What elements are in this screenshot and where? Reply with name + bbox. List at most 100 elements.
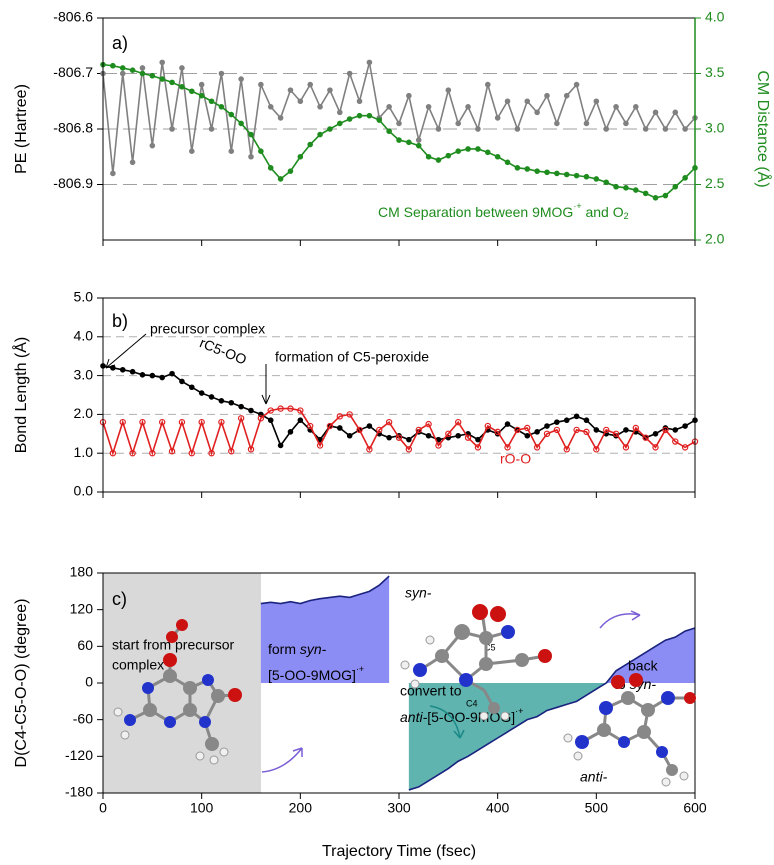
- y-tick-label: 3.0: [74, 366, 94, 382]
- data-point: [456, 149, 460, 153]
- data-point: [249, 408, 253, 412]
- data-point: [121, 66, 125, 70]
- data-point: [269, 418, 273, 422]
- data-point: [338, 110, 342, 114]
- panel-label: a): [112, 33, 128, 53]
- y-tick-label: 4.0: [74, 328, 94, 344]
- data-point: [555, 420, 559, 424]
- data-point: [209, 99, 213, 103]
- x-tick-label: 200: [289, 800, 313, 816]
- data-point: [130, 160, 134, 164]
- x-tick-label: 300: [387, 800, 411, 816]
- data-point: [584, 418, 588, 422]
- molecule-anti: [582, 698, 690, 770]
- data-point: [565, 94, 569, 98]
- data-point: [456, 121, 460, 125]
- data-point: [387, 105, 391, 109]
- data-point: [643, 191, 647, 195]
- y-tick-label: -806.8: [53, 120, 93, 136]
- annotation-text: and O: [582, 204, 624, 220]
- data-point: [545, 170, 549, 174]
- data-point: [219, 71, 223, 75]
- data-point: [515, 127, 519, 131]
- data-point: [180, 85, 184, 89]
- data-point: [594, 177, 598, 181]
- x-axis-title: Trajectory Time (fsec): [322, 843, 476, 860]
- data-point: [417, 143, 421, 147]
- data-point: [269, 105, 273, 109]
- annotation: convert to: [400, 683, 462, 699]
- annotation: CM Separation between 9MOG·+ and O2: [378, 201, 629, 221]
- data-point: [476, 437, 480, 441]
- data-point: [663, 127, 667, 131]
- data-point: [525, 167, 529, 171]
- data-point: [219, 105, 223, 109]
- data-point: [328, 127, 332, 131]
- data-point: [219, 399, 223, 403]
- y-tick-label: -806.9: [53, 175, 93, 191]
- data-point: [407, 94, 411, 98]
- data-point: [239, 121, 243, 125]
- data-point: [140, 71, 144, 75]
- data-point: [377, 118, 381, 122]
- data-point: [594, 428, 598, 432]
- data-point: [653, 432, 657, 436]
- data-point: [269, 166, 273, 170]
- data-point: [150, 143, 154, 147]
- data-point: [624, 428, 628, 432]
- data-point: [436, 127, 440, 131]
- data-point: [180, 66, 184, 70]
- data-point: [594, 99, 598, 103]
- annotation: complex: [112, 657, 164, 673]
- data-point: [397, 121, 401, 125]
- transition-arrow: [262, 748, 302, 772]
- data-point: [259, 149, 263, 153]
- data-point: [259, 82, 263, 86]
- data-point: [525, 434, 529, 438]
- data-point: [278, 443, 282, 447]
- data-point: [525, 99, 529, 103]
- data-point: [545, 94, 549, 98]
- data-point: [357, 113, 361, 117]
- annotation: [5-OO-9MOG]·+: [268, 664, 364, 682]
- data-point: [417, 138, 421, 142]
- x-tick-label: 500: [585, 800, 609, 816]
- data-point: [614, 185, 618, 189]
- data-point: [229, 401, 233, 405]
- data-point: [229, 149, 233, 153]
- figure: -806.6-806.7-806.8-806.94.03.53.02.52.00…: [0, 0, 774, 865]
- data-point: [456, 434, 460, 438]
- annotation-text: anti-: [400, 709, 428, 725]
- y2-tick-label: 3.0: [705, 120, 725, 136]
- annotation-sup: ·+: [573, 201, 581, 211]
- atom-label: C4: [466, 698, 478, 708]
- data-point: [318, 132, 322, 136]
- y-tick-label: 120: [70, 600, 94, 616]
- y-tick-label: -180: [65, 784, 93, 800]
- data-point: [426, 105, 430, 109]
- data-point: [121, 71, 125, 75]
- x-tick-label: 100: [190, 800, 214, 816]
- data-point: [209, 127, 213, 131]
- data-point: [673, 428, 677, 432]
- data-point: [535, 430, 539, 434]
- y2-tick-label: 3.5: [705, 64, 725, 80]
- annotation-text: CM Separation between 9MOG: [378, 204, 573, 220]
- data-point: [190, 149, 194, 153]
- y2-axis-title: CM Distance (Å): [754, 70, 773, 187]
- data-point: [209, 395, 213, 399]
- data-point: [130, 68, 134, 72]
- data-point: [308, 82, 312, 86]
- data-point: [565, 172, 569, 176]
- data-point: [298, 99, 302, 103]
- data-point: [199, 82, 203, 86]
- data-point: [466, 147, 470, 151]
- data-point: [624, 121, 628, 125]
- data-point: [199, 94, 203, 98]
- data-point: [150, 373, 154, 377]
- data-point: [199, 391, 203, 395]
- molecule-label: syn-: [405, 585, 432, 601]
- annotation: formation of C5-peroxide: [275, 349, 429, 365]
- x-tick-label: 600: [683, 800, 707, 816]
- data-point: [683, 127, 687, 131]
